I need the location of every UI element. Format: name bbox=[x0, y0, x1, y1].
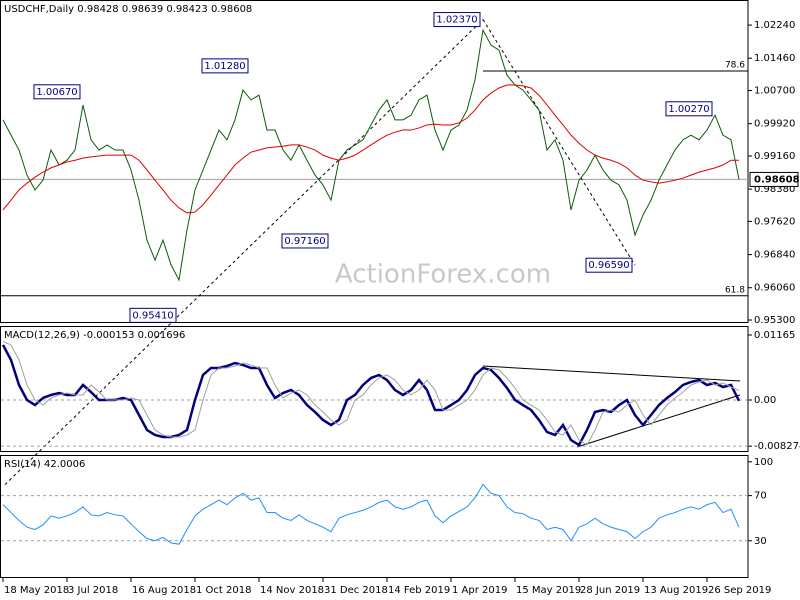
price-label-box bbox=[129, 307, 177, 323]
price-label-box bbox=[281, 233, 329, 249]
price-label: 1.02370 bbox=[436, 15, 477, 26]
current-price-box bbox=[749, 171, 799, 187]
price-label-box bbox=[433, 12, 481, 28]
header-text: 0.98608 bbox=[211, 4, 252, 15]
price-label-box bbox=[585, 257, 633, 273]
watermark: ActionForex.com bbox=[335, 260, 551, 290]
price-label-box bbox=[33, 84, 81, 100]
trend-line bbox=[482, 19, 636, 266]
x-tick-label: 26 Sep 2019 bbox=[708, 585, 771, 596]
y-tick-label: 0.99160 bbox=[754, 151, 795, 162]
x-tick-label: 14 Feb 2019 bbox=[388, 585, 450, 596]
series-line bbox=[1, 344, 741, 447]
y-tick-label: 1.02240 bbox=[754, 20, 795, 31]
panel-header: USDCHF,Daily 0.98428 0.98639 0.98423 0.9… bbox=[4, 4, 252, 15]
y-tick-label: 0.96840 bbox=[754, 250, 795, 261]
series-line bbox=[2, 28, 740, 282]
x-tick-label: 18 May 2018 bbox=[4, 585, 69, 596]
y-tick-label: 0.97620 bbox=[754, 216, 795, 227]
panel-header: RSI(14) 42.0006 bbox=[4, 459, 85, 470]
x-tick-label: 1 Apr 2019 bbox=[452, 585, 507, 596]
current-price-label: 0.98608 bbox=[754, 174, 800, 185]
panel-frame bbox=[0, 326, 749, 452]
header-text: RSI(14) bbox=[4, 459, 41, 470]
series-line bbox=[2, 84, 739, 214]
level-label: 61.8 bbox=[725, 285, 745, 295]
macd-trend-line bbox=[576, 394, 741, 448]
header-text: 0.98423 bbox=[166, 4, 207, 15]
y-tick-label: 0.00 bbox=[754, 395, 776, 406]
panel-header: MACD(12,26,9) -0.000153 0.001696 bbox=[4, 330, 185, 341]
header-text: MACD(12,26,9) bbox=[4, 330, 80, 341]
y-tick-label: 0.95300 bbox=[754, 315, 795, 326]
price-label: 0.97160 bbox=[284, 236, 325, 247]
price-label: 0.96590 bbox=[588, 260, 629, 271]
header-text: 42.0006 bbox=[44, 459, 85, 470]
price-label: 1.00670 bbox=[36, 87, 77, 98]
x-tick-label: 16 Aug 2018 bbox=[132, 585, 196, 596]
x-tick-label: 1 Oct 2018 bbox=[196, 585, 251, 596]
x-tick-label: 13 Aug 2019 bbox=[644, 585, 708, 596]
y-tick-label: 0.99920 bbox=[754, 119, 795, 130]
header-text: USDCHF,Daily bbox=[4, 4, 74, 15]
x-tick-label: 14 Nov 2018 bbox=[260, 585, 324, 596]
macd-trend-line bbox=[482, 365, 741, 382]
x-tick-label: 31 Dec 2018 bbox=[324, 585, 388, 596]
price-label: 0.95410 bbox=[132, 310, 173, 321]
price-label: 1.01280 bbox=[204, 61, 245, 72]
panel-frame bbox=[0, 0, 749, 323]
header-text: 0.001696 bbox=[138, 330, 186, 341]
header-text: 0.98428 bbox=[77, 4, 118, 15]
y-tick-label: 1.01460 bbox=[754, 53, 795, 64]
price-label-box bbox=[665, 101, 713, 117]
header-text: 0.98639 bbox=[122, 4, 163, 15]
y-tick-label: 70 bbox=[754, 491, 767, 502]
y-tick-label: 1.00700 bbox=[754, 86, 795, 97]
y-tick-label: 30 bbox=[754, 536, 767, 547]
panel-frame bbox=[0, 455, 749, 578]
y-tick-label: 0.98380 bbox=[754, 184, 795, 195]
level-label: 78.6 bbox=[725, 60, 745, 70]
y-tick-label: -0.008274 bbox=[754, 441, 800, 452]
y-tick-label: 0.01165 bbox=[754, 330, 795, 341]
y-tick-label: 0.96060 bbox=[754, 283, 795, 294]
y-tick-label: 100 bbox=[754, 457, 773, 468]
series-line bbox=[2, 340, 740, 446]
series-line bbox=[2, 483, 740, 545]
x-tick-label: 15 May 2019 bbox=[516, 585, 581, 596]
price-label: 1.00270 bbox=[668, 104, 709, 115]
x-tick-label: 3 Jul 2018 bbox=[68, 585, 118, 596]
price-label-box bbox=[201, 58, 249, 74]
x-tick-label: 28 Jun 2019 bbox=[580, 585, 640, 596]
header-text: -0.000153 bbox=[83, 330, 134, 341]
